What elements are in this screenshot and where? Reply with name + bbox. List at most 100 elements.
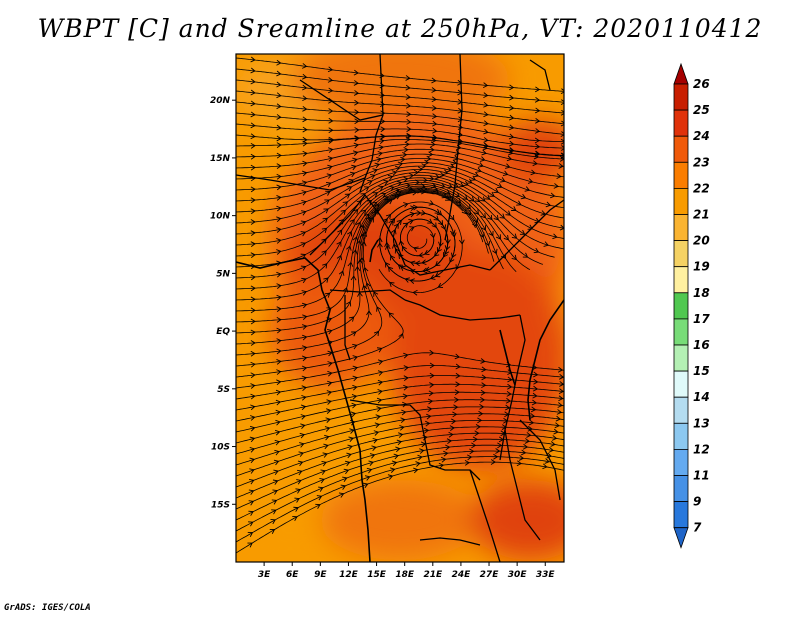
streamline-arrow (429, 372, 435, 379)
streamline-arrow (276, 271, 282, 278)
streamline-arrow (433, 215, 440, 221)
streamline-arrow (428, 175, 435, 182)
streamline-arrow (271, 509, 277, 515)
streamline-arrow (272, 489, 278, 495)
streamline-arrow (316, 495, 323, 501)
colorbar-segment (673, 448, 689, 476)
streamline-arrow (533, 371, 539, 378)
streamline-arrow (558, 373, 564, 380)
colorbar-segment (673, 109, 689, 137)
streamlines (236, 56, 564, 554)
streamline-arrow (509, 114, 515, 121)
streamline-arrow (318, 486, 324, 492)
streamline-arrow (454, 389, 460, 396)
streamline-arrow (550, 192, 556, 199)
lake-chad (369, 239, 379, 263)
streamline-arrow (454, 353, 461, 360)
streamline-arrow (445, 195, 451, 201)
streamline-arrow (433, 186, 439, 192)
streamline-arrow (360, 241, 367, 247)
streamline-arrow (353, 208, 359, 215)
wbpt-field-24-east (390, 250, 564, 470)
streamline-arrow (298, 451, 304, 457)
streamline-arrow (324, 292, 331, 298)
streamline-arrow (349, 219, 355, 225)
streamline-arrow (403, 202, 409, 208)
streamline-arrow (418, 252, 424, 258)
streamline-arrow (412, 289, 418, 296)
streamline-arrow (346, 186, 353, 192)
colorbar-label: 18 (693, 286, 710, 300)
streamline-arrow (250, 67, 256, 74)
streamline-arrow (413, 169, 419, 176)
streamline-arrow (508, 133, 515, 140)
streamline-arrow (445, 444, 451, 451)
streamline-arrow (414, 179, 420, 186)
streamline-arrow (301, 355, 308, 362)
streamline-arrow (533, 378, 539, 385)
streamline-arrow (367, 179, 373, 186)
streamline-arrow (270, 519, 276, 525)
streamline-arrow (359, 256, 365, 263)
colorbar-label: 13 (693, 416, 710, 430)
streamline-arrow (500, 177, 506, 183)
streamline-arrow (352, 384, 358, 391)
streamline-arrow (428, 200, 435, 206)
streamline-arrow (401, 245, 407, 252)
border-algeria-niger (299, 79, 384, 121)
streamline-arrow (402, 222, 409, 228)
streamline (236, 426, 564, 488)
streamline (236, 188, 489, 334)
streamline-arrow (384, 241, 390, 248)
streamline-arrow (432, 127, 438, 134)
streamline-arrow (431, 77, 437, 84)
streamline-arrow (354, 118, 360, 125)
streamline-arrow (337, 229, 343, 235)
streamline-arrow (396, 219, 402, 225)
streamline-arrow (424, 266, 431, 273)
lake-tanganyika (499, 329, 516, 386)
streamline-arrow (323, 208, 329, 214)
streamline-arrow (340, 484, 347, 490)
streamline-arrow (476, 167, 482, 173)
streamline-arrow (377, 370, 384, 376)
streamline-arrow (321, 227, 328, 233)
colorbar-top-arrow (673, 62, 689, 85)
x-tick-label: 21E (423, 570, 443, 580)
streamline-arrow (372, 192, 379, 198)
streamline-arrow (449, 257, 455, 263)
streamline-arrow (352, 365, 358, 372)
colorbar-segment (673, 83, 689, 111)
streamline-arrow (323, 277, 329, 283)
streamline-arrow (533, 247, 540, 254)
streamline-arrow (405, 182, 411, 189)
streamline-arrow (327, 156, 334, 162)
streamline-arrow (377, 150, 383, 157)
streamline-arrow (269, 528, 276, 534)
coastline (236, 239, 564, 562)
streamline-arrow (528, 419, 535, 426)
streamline-arrow (300, 220, 307, 226)
streamline-arrow (400, 156, 406, 163)
streamline-arrow (451, 252, 457, 259)
streamline-arrow (397, 161, 404, 168)
streamline-arrow (446, 166, 452, 173)
streamline-arrow (556, 409, 563, 415)
streamline-arrow (520, 449, 527, 456)
streamline-arrow (509, 104, 515, 111)
streamline-arrow (402, 393, 409, 400)
streamline-arrow (516, 200, 522, 206)
streamline-arrow (321, 250, 327, 256)
streamline-arrow (483, 137, 489, 143)
streamline (378, 201, 463, 293)
streamline-arrow (354, 127, 360, 133)
streamline-arrow (534, 96, 541, 103)
streamline-arrow (301, 365, 308, 372)
streamline-arrow (434, 261, 441, 267)
streamline-arrow (483, 120, 489, 127)
streamline-arrow (250, 340, 256, 346)
streamline-arrow (302, 345, 308, 351)
streamline-arrow (455, 363, 461, 370)
streamline-arrow (504, 404, 511, 411)
streamline-arrow (325, 417, 331, 423)
